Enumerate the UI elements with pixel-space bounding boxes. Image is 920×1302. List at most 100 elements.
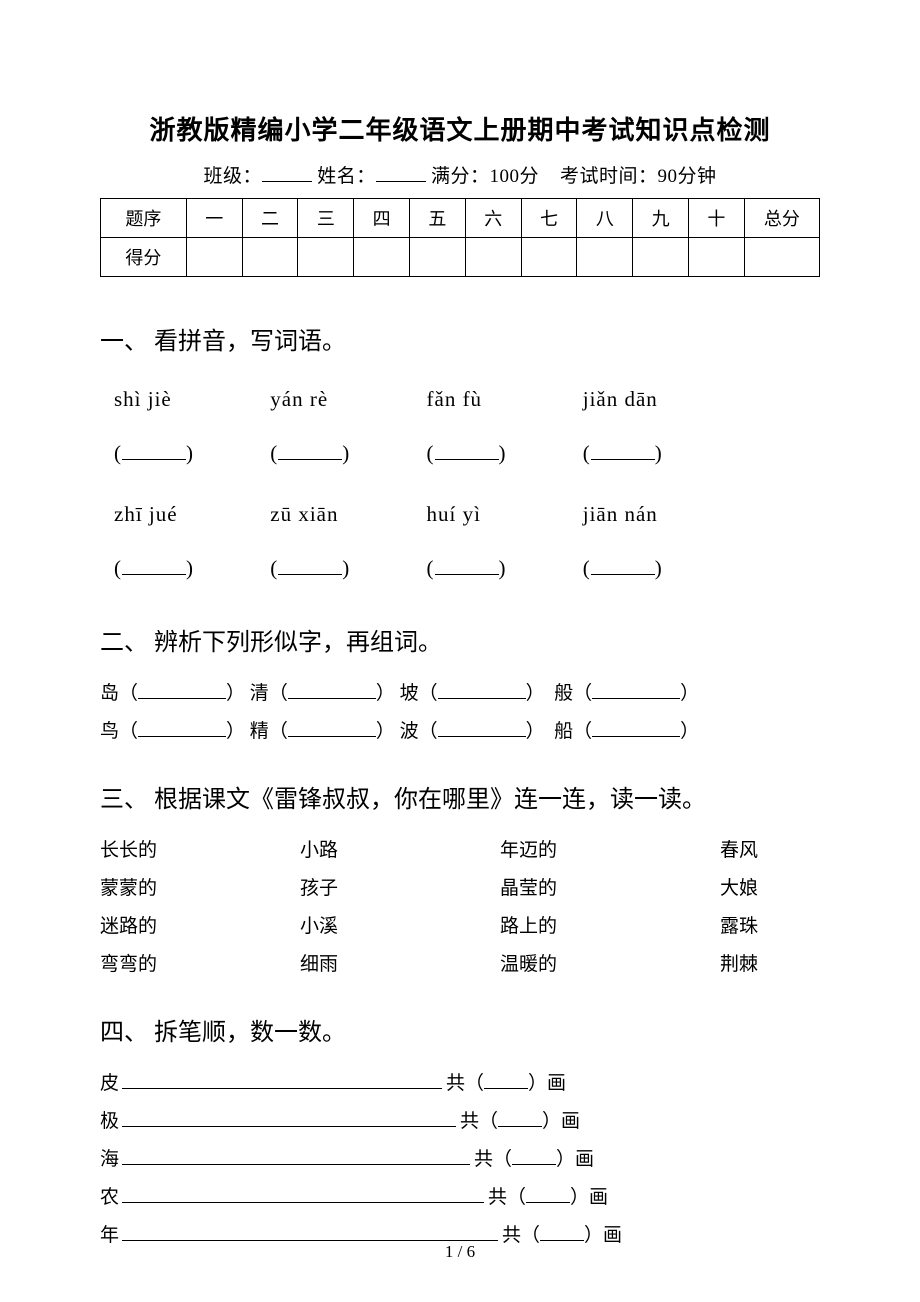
score-value-row: 得分: [101, 238, 820, 277]
q3-word: 长长的: [100, 832, 300, 870]
q4-stroke-blank[interactable]: [122, 1222, 498, 1241]
score-cell[interactable]: [354, 238, 410, 277]
q4-count-blank[interactable]: [498, 1108, 542, 1127]
score-col-3: 三: [298, 199, 354, 238]
score-table: 题序 一 二 三 四 五 六 七 八 九 十 总分 得分: [100, 198, 820, 277]
q4-head: 四、 拆笔顺，数一数。: [100, 1012, 820, 1047]
name-blank[interactable]: [376, 161, 426, 182]
fullmark-label: 满分：100分: [431, 166, 539, 187]
q4-body: 皮共（）画极共（）画海共（）画农共（）画年共（）画: [100, 1065, 820, 1255]
score-cell[interactable]: [577, 238, 633, 277]
q4-count-blank[interactable]: [512, 1146, 556, 1165]
q1-answer-blank[interactable]: (): [270, 543, 420, 593]
q2-blank[interactable]: [138, 718, 226, 737]
q3-row: 弯弯的 细雨 温暖的 荆棘: [100, 946, 820, 984]
q4-char: 极: [100, 1103, 122, 1141]
q3-word: 春风: [720, 832, 800, 870]
q1-pinyin: fǎn fù: [427, 374, 577, 424]
q3-word: 迷路的: [100, 908, 300, 946]
score-cell[interactable]: [465, 238, 521, 277]
q4-char: 皮: [100, 1065, 122, 1103]
q4-tail: 共（）画: [460, 1103, 580, 1141]
q4-count-blank[interactable]: [484, 1070, 528, 1089]
q2-char: 船: [554, 721, 573, 742]
class-blank[interactable]: [262, 161, 312, 182]
q2-blank[interactable]: [592, 680, 680, 699]
q4-count-blank[interactable]: [540, 1222, 584, 1241]
q2-blank[interactable]: [438, 680, 526, 699]
q4-tail-pre: 共（: [488, 1187, 526, 1208]
score-col-5: 五: [410, 199, 466, 238]
q4-row: 农 共（ ）画: [100, 1179, 820, 1217]
q4-count-blank[interactable]: [526, 1184, 570, 1203]
q1-pinyin: huí yì: [427, 489, 577, 539]
q3-row: 蒙蒙的 孩子 晶莹的 大娘: [100, 870, 820, 908]
score-total-cell[interactable]: [744, 238, 819, 277]
score-cell[interactable]: [186, 238, 242, 277]
q2-char: 岛: [100, 683, 119, 704]
q4-row: 极 共（）画: [100, 1103, 820, 1141]
score-col-10: 十: [689, 199, 745, 238]
score-cell[interactable]: [242, 238, 298, 277]
q3-word: 露珠: [720, 908, 800, 946]
score-cell[interactable]: [298, 238, 354, 277]
q2-char: 般: [554, 683, 573, 704]
q4-row: 皮共（）画: [100, 1065, 820, 1103]
q2-blank[interactable]: [438, 718, 526, 737]
q2-char: 精: [250, 721, 269, 742]
q2-char: 清: [250, 683, 269, 704]
q4-tail-post: ）画: [570, 1187, 608, 1208]
q1-blank-row: () () () (): [114, 428, 820, 478]
score-header-row: 题序 一 二 三 四 五 六 七 八 九 十 总分: [101, 199, 820, 238]
score-col-7: 七: [521, 199, 577, 238]
q1-answer-blank[interactable]: (): [114, 428, 264, 478]
q1-answer-blank[interactable]: (): [427, 543, 577, 593]
q1-head: 一、 看拼音，写词语。: [100, 321, 820, 356]
q1-answer-blank[interactable]: (): [114, 543, 264, 593]
q2-head: 二、 辨析下列形似字，再组词。: [100, 622, 820, 657]
q3-word: 蒙蒙的: [100, 870, 300, 908]
q3-word: 温暖的: [500, 946, 720, 984]
q4-tail-pre: 共（: [446, 1073, 484, 1094]
score-col-6: 六: [465, 199, 521, 238]
q2-blank[interactable]: [592, 718, 680, 737]
q3-head: 三、 根据课文《雷锋叔叔，你在哪里》连一连，读一读。: [100, 779, 820, 814]
q1-pinyin-row: shì jiè yán rè fǎn fù jiǎn dān: [114, 374, 820, 424]
score-cell[interactable]: [689, 238, 745, 277]
score-row1-label: 题序: [101, 199, 187, 238]
q2-blank[interactable]: [288, 680, 376, 699]
q1-answer-blank[interactable]: (): [427, 428, 577, 478]
q2-blank[interactable]: [288, 718, 376, 737]
name-label: 姓名：: [317, 166, 376, 187]
score-cell[interactable]: [521, 238, 577, 277]
q4-tail-pre: 共（: [460, 1111, 498, 1132]
doc-subtitle: 班级： 姓名： 满分：100分 考试时间：90分钟: [100, 161, 820, 188]
q2-row: 鸟（） 精（） 波（） 船（）: [100, 713, 820, 751]
score-total-label: 总分: [744, 199, 819, 238]
q3-word: 小溪: [300, 908, 500, 946]
q4-char: 农: [100, 1179, 122, 1217]
q4-stroke-blank[interactable]: [122, 1184, 484, 1203]
q4-char: 海: [100, 1141, 122, 1179]
q3-word: 年迈的: [500, 832, 720, 870]
q1-body: shì jiè yán rè fǎn fù jiǎn dān () () () …: [100, 374, 820, 594]
score-col-2: 二: [242, 199, 298, 238]
q1-answer-blank[interactable]: (): [583, 428, 733, 478]
q4-stroke-blank[interactable]: [122, 1108, 456, 1127]
q2-blank[interactable]: [138, 680, 226, 699]
score-cell[interactable]: [410, 238, 466, 277]
q4-stroke-blank[interactable]: [122, 1070, 442, 1089]
q4-tail-pre: 共（: [474, 1149, 512, 1170]
score-col-9: 九: [633, 199, 689, 238]
q4-stroke-blank[interactable]: [122, 1146, 470, 1165]
score-cell[interactable]: [633, 238, 689, 277]
q1-answer-blank[interactable]: (): [270, 428, 420, 478]
q3-body: 长长的 小路 年迈的 春风 蒙蒙的 孩子 晶莹的 大娘 迷路的 小溪 路上的 露…: [100, 832, 820, 984]
q3-word: 弯弯的: [100, 946, 300, 984]
q3-word: 小路: [300, 832, 500, 870]
q3-row: 迷路的 小溪 路上的 露珠: [100, 908, 820, 946]
q2-row: 岛（） 清（） 坡（） 般（）: [100, 675, 820, 713]
score-col-1: 一: [186, 199, 242, 238]
q1-answer-blank[interactable]: (): [583, 543, 733, 593]
time-label: 考试时间：90分钟: [560, 166, 717, 187]
